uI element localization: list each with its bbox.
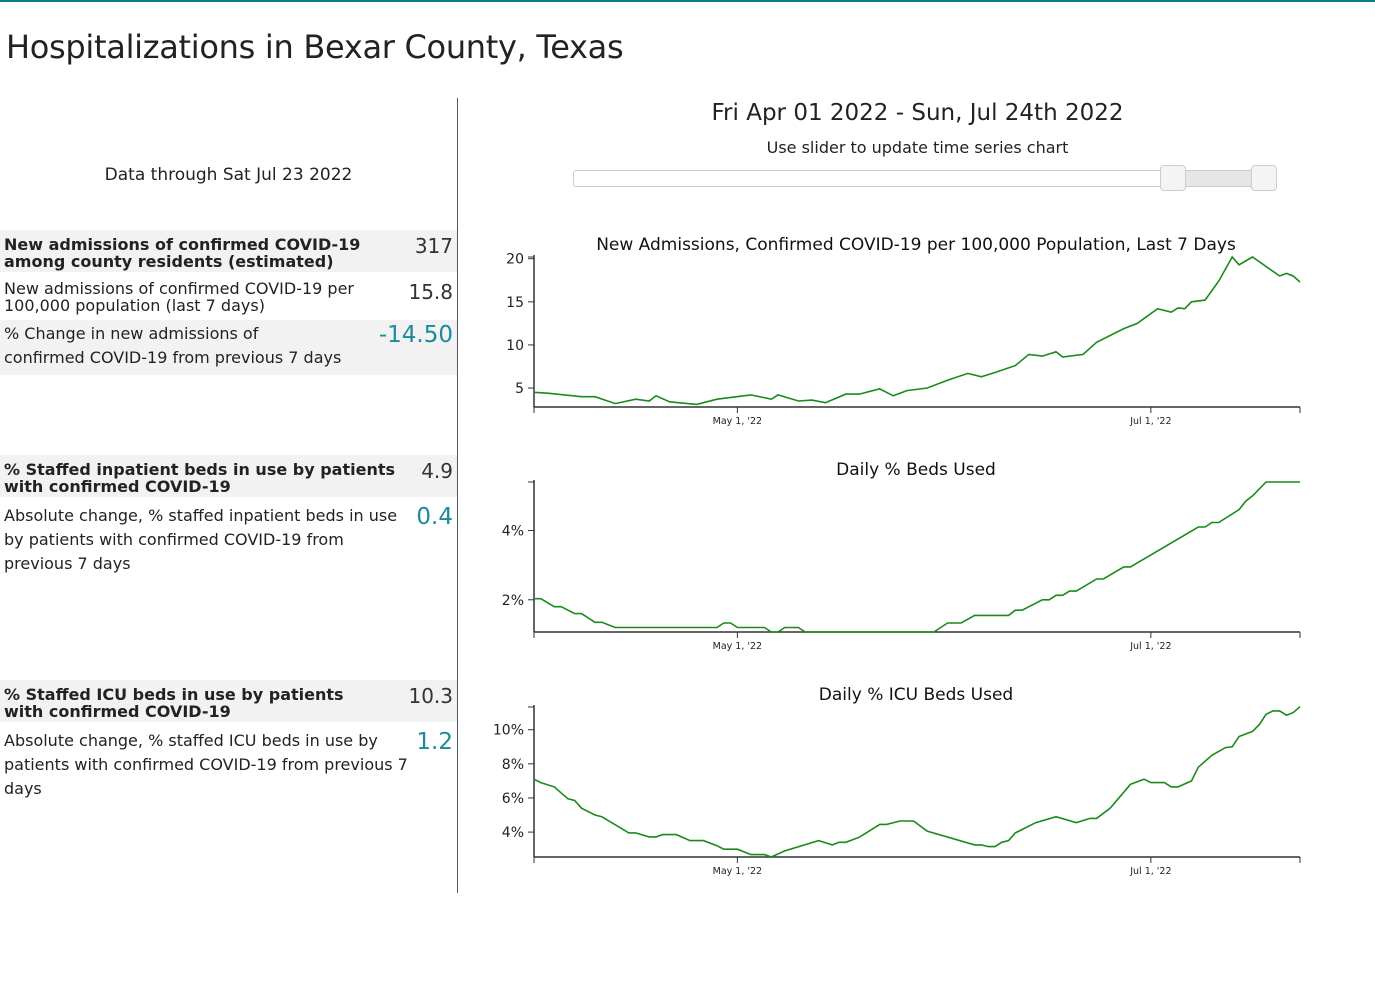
metric-value: 10.3 <box>408 684 453 708</box>
x-tick-label: May 1, '22 <box>713 641 762 652</box>
chart-beds-used: Daily % Beds Used 2% 4% May 1, '22 Jul 1, '2… <box>502 460 1301 652</box>
metric-label: % Change in new admissions of confirmed … <box>4 324 342 367</box>
series-line <box>533 255 1301 406</box>
x-tick-label: Jul 1, '22 <box>1129 416 1171 427</box>
x-tick-label: May 1, '22 <box>713 866 762 877</box>
chart-title: Daily % ICU Beds Used <box>819 685 1013 705</box>
metric-value: 0.4 <box>416 504 453 530</box>
date-range-title: Fri Apr 01 2022 - Sun, Jul 24th 2022 <box>711 100 1124 126</box>
metric-label: New admissions of confirmed COVID-19 amo… <box>4 235 361 271</box>
y-tick-label: 10% <box>493 723 524 739</box>
chart-icu-beds-used: Daily % ICU Beds Used 4% 6% 8% 10% May 1, '22… <box>493 685 1301 877</box>
metric-value: 15.8 <box>408 280 453 304</box>
y-tick-label: 4% <box>502 825 524 841</box>
y-tick-label: 10 <box>506 338 524 354</box>
metric-value: 317 <box>414 234 453 258</box>
series-line <box>533 706 1301 858</box>
slider-start-handle[interactable] <box>1160 165 1187 191</box>
metric-row-admissions-per-100k: New admissions of confirmed COVID-19 per… <box>0 276 457 320</box>
y-tick-label: 5 <box>515 381 524 397</box>
metric-label: New admissions of confirmed COVID-19 per… <box>4 279 354 315</box>
y-tick-label: 15 <box>506 295 524 311</box>
metric-row-icu: % Staffed ICU beds in use by patients wi… <box>0 680 457 722</box>
slider-hint: Use slider to update time series chart <box>766 138 1069 157</box>
series-line <box>534 481 1300 633</box>
metric-row-beds-change: Absolute change, % staffed inpatient bed… <box>0 504 457 579</box>
y-tick-label: 4% <box>502 523 524 539</box>
metric-row-beds: % Staffed inpatient beds in use by patie… <box>0 455 457 497</box>
chart-new-admissions: New Admissions, Confirmed COVID-19 per 1… <box>506 235 1301 427</box>
x-tick-label: Jul 1, '22 <box>1129 866 1171 877</box>
metric-row-icu-change: Absolute change, % staffed ICU beds in u… <box>0 729 457 798</box>
page-title: Hospitalizations in Bexar County, Texas <box>6 28 624 66</box>
metric-row-admissions-change: % Change in new admissions of confirmed … <box>0 320 457 375</box>
y-tick-label: 8% <box>502 757 524 773</box>
metric-row-admissions: New admissions of confirmed COVID-19 amo… <box>0 230 457 272</box>
metric-value: -14.50 <box>378 322 453 348</box>
chart-title: Daily % Beds Used <box>836 460 996 480</box>
date-range-slider-selection[interactable] <box>1172 171 1264 186</box>
metric-label: Absolute change, % staffed inpatient bed… <box>4 506 398 573</box>
x-tick-label: May 1, '22 <box>713 416 762 427</box>
y-tick-label: 6% <box>502 791 524 807</box>
metric-value: 4.9 <box>421 459 453 483</box>
metric-label: Absolute change, % staffed ICU beds in u… <box>4 731 408 798</box>
y-tick-label: 2% <box>502 593 524 609</box>
data-through-label: Data through Sat Jul 23 2022 <box>104 165 353 185</box>
chart-title: New Admissions, Confirmed COVID-19 per 1… <box>596 235 1236 255</box>
metric-value: 1.2 <box>416 729 453 755</box>
y-tick-label: 20 <box>506 252 524 268</box>
top-accent-bar <box>0 0 1375 2</box>
metric-label: % Staffed inpatient beds in use by patie… <box>4 460 396 496</box>
slider-end-handle[interactable] <box>1251 165 1278 191</box>
metric-label: % Staffed ICU beds in use by patients wi… <box>4 685 344 721</box>
panel-divider <box>457 98 458 893</box>
x-tick-label: Jul 1, '22 <box>1129 641 1171 652</box>
